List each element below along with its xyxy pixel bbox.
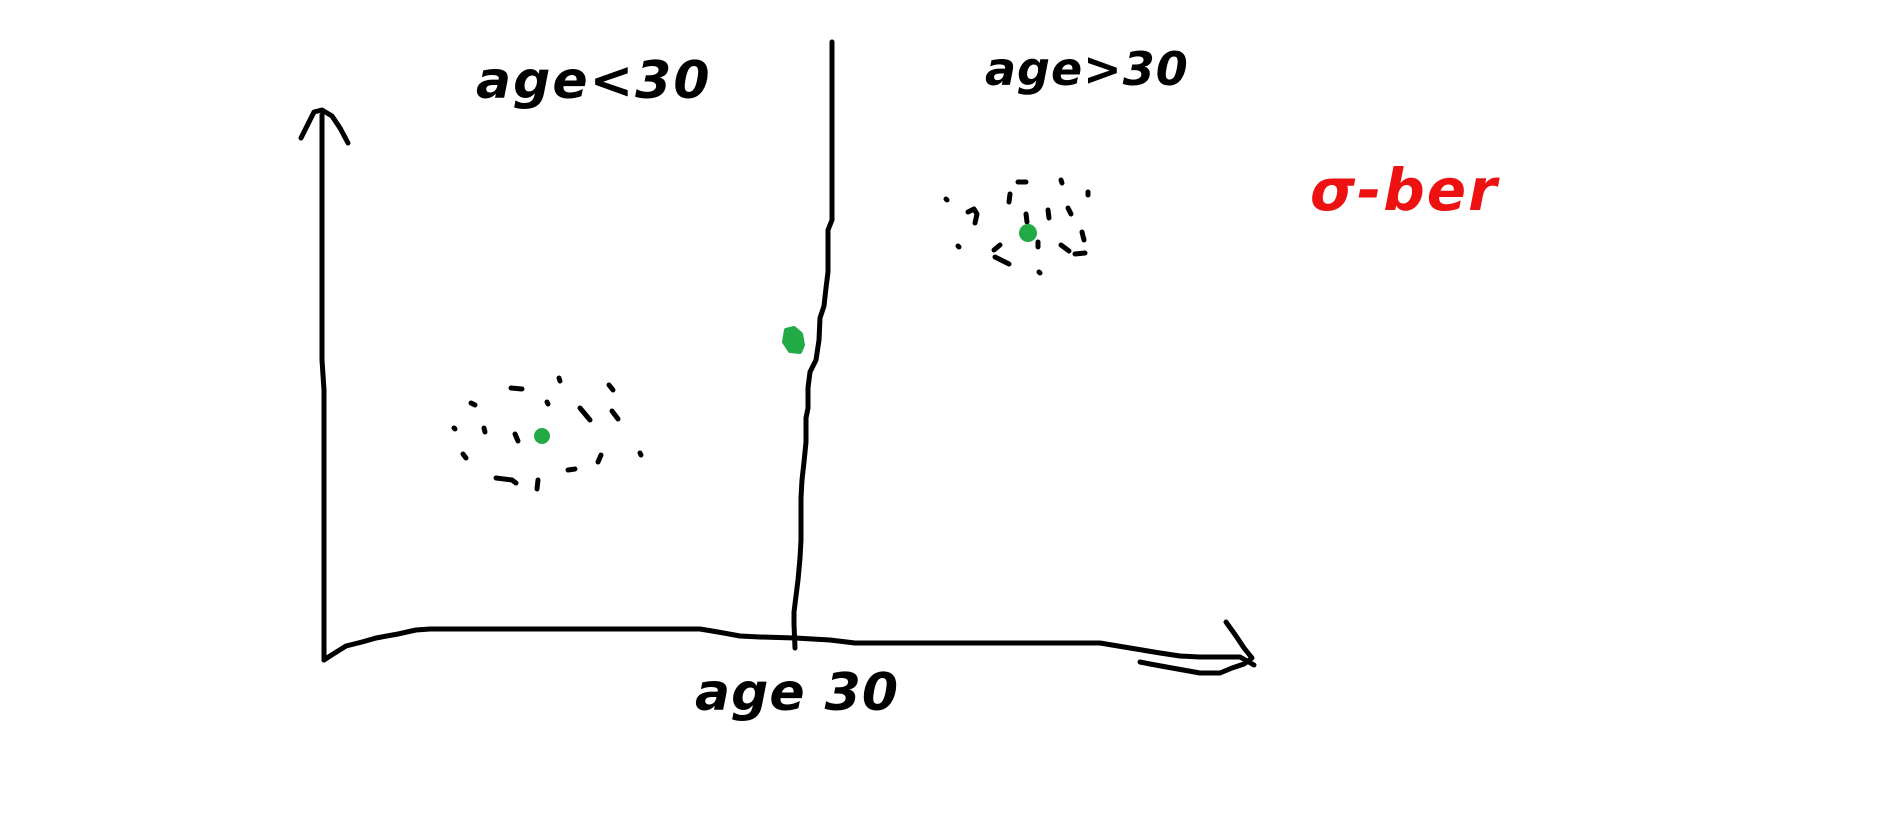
data-point (460, 451, 469, 461)
data-point (468, 400, 478, 408)
data-point (595, 452, 604, 465)
x-axis (321, 619, 1257, 676)
y-axis (298, 107, 351, 663)
cluster-left-points (451, 375, 644, 492)
data-point (577, 405, 593, 423)
data-point (606, 382, 616, 393)
data-point (991, 242, 1003, 253)
data-point (1045, 207, 1052, 221)
data-point (1006, 191, 1013, 205)
data-point (1058, 177, 1065, 186)
data-point (609, 408, 621, 422)
split-boundary-line (791, 39, 835, 651)
data-point (965, 206, 980, 226)
data-point (943, 196, 950, 203)
data-point (1079, 229, 1087, 243)
data-point (565, 466, 578, 473)
cluster-right-points (943, 177, 1091, 276)
data-point (534, 477, 541, 492)
right-region-label: age>30 (985, 42, 1189, 96)
method-label: σ-ber (1310, 156, 1500, 224)
data-point (1036, 269, 1043, 276)
data-point (637, 450, 644, 458)
data-point (451, 425, 458, 432)
data-point (1023, 211, 1030, 225)
data-point (556, 375, 563, 384)
centroid-right (1019, 224, 1037, 242)
centroid-on-boundary (782, 326, 805, 354)
x-axis-arrowhead (1137, 619, 1255, 676)
split-label: age 30 (695, 663, 899, 723)
data-point (493, 475, 519, 486)
data-point (1065, 205, 1074, 217)
data-point (1072, 250, 1088, 257)
data-point (955, 243, 962, 250)
data-point (481, 425, 488, 435)
centroid-left (534, 428, 550, 444)
data-point (992, 254, 1012, 267)
y-axis-arrowhead (298, 107, 351, 146)
data-point (508, 385, 525, 392)
data-point (544, 399, 551, 407)
data-point (512, 431, 521, 444)
data-point (1058, 242, 1072, 254)
left-region-label: age<30 (476, 51, 712, 111)
